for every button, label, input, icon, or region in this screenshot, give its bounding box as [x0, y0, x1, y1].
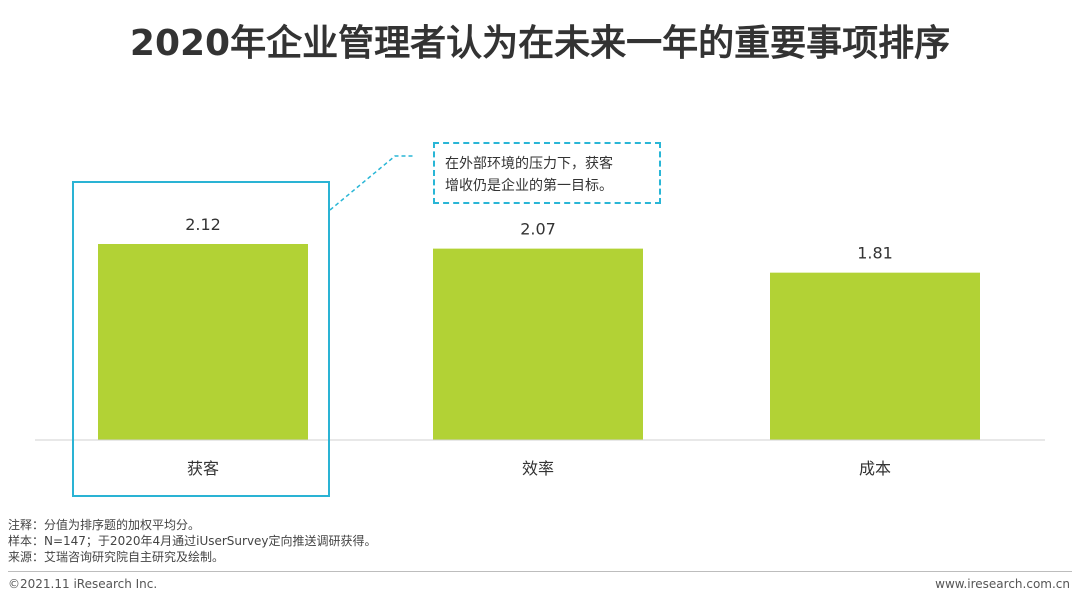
- note-line-3: 来源：艾瑞咨询研究院自主研究及绘制。: [8, 550, 225, 564]
- data-label-1: 2.12: [185, 215, 221, 234]
- bar-1: [98, 244, 308, 440]
- callout-connector: [329, 155, 414, 211]
- bar-3: [770, 272, 980, 440]
- footer-divider: [8, 571, 1072, 572]
- category-label-2: 效率: [522, 459, 554, 478]
- data-label-3: 1.81: [857, 244, 893, 263]
- data-label-2: 2.07: [520, 220, 556, 239]
- page-title: 2020年企业管理者认为在未来一年的重要事项排序: [129, 23, 951, 64]
- callout-box: 在外部环境的压力下，获客 增收仍是企业的第一目标。: [433, 142, 661, 204]
- category-label-1: 获客: [187, 459, 219, 478]
- callout-line-1: 在外部环境的压力下，获客: [445, 156, 613, 172]
- bars-group: 2.12 获客 2.07 效率 1.81 成本: [98, 215, 980, 478]
- bar-chart: 2.12 获客 2.07 效率 1.81 成本: [35, 155, 1045, 478]
- callout-line-2: 增收仍是企业的第一目标。: [445, 178, 613, 194]
- category-label-3: 成本: [859, 459, 891, 478]
- bar-2: [433, 248, 643, 440]
- note-line-2: 样本：N=147；于2020年4月通过iUserSurvey定向推送调研获得。: [8, 534, 377, 548]
- copyright-text: ©2021.11 iResearch Inc.: [8, 577, 158, 591]
- highlight-box: [72, 181, 330, 497]
- notes: 注释：分值为排序题的加权平均分。 样本：N=147；于2020年4月通过iUse…: [8, 517, 377, 565]
- note-line-1: 注释：分值为排序题的加权平均分。: [8, 518, 201, 532]
- website-link[interactable]: www.iresearch.com.cn: [935, 577, 1070, 591]
